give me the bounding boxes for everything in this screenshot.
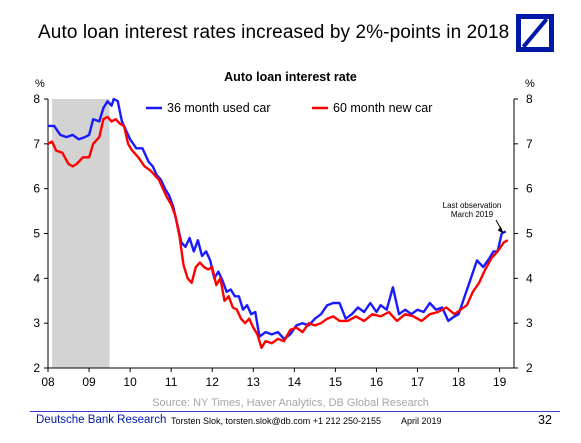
x-tick-label: 17 xyxy=(411,375,425,389)
legend-label: 36 month used car xyxy=(167,101,271,115)
footer-contact: Torsten Slok, torsten.slok@db.com +1 212… xyxy=(171,416,382,426)
y-tick-label-left: 8 xyxy=(33,92,40,106)
y-unit-right: % xyxy=(525,78,535,90)
y-tick-label-left: 2 xyxy=(33,361,40,375)
annotation-line-2: March 2019 xyxy=(451,210,494,219)
y-tick-label-left: 3 xyxy=(33,316,40,330)
x-tick-label: 14 xyxy=(288,375,302,389)
y-tick-label-right: 2 xyxy=(526,361,533,375)
x-tick-label: 12 xyxy=(206,375,220,389)
shaded-period xyxy=(52,99,110,368)
annotation-line-1: Last observation xyxy=(443,201,502,210)
logo-frame xyxy=(521,17,549,49)
x-tick-label: 08 xyxy=(41,375,55,389)
x-tick-label: 16 xyxy=(370,375,384,389)
footer-divider xyxy=(30,411,560,412)
x-tick-label: 11 xyxy=(165,375,178,389)
legend-label: 60 month new car xyxy=(333,101,432,115)
y-tick-label-left: 6 xyxy=(33,182,40,196)
y-tick-label-right: 3 xyxy=(526,316,533,330)
annotation-arrowhead xyxy=(497,226,504,234)
y-tick-label-left: 7 xyxy=(33,137,40,151)
y-tick-label-right: 6 xyxy=(526,182,533,196)
x-tick-label: 19 xyxy=(493,375,507,389)
footer-org: Deutsche Bank Research xyxy=(36,414,167,426)
y-tick-label-left: 4 xyxy=(33,271,40,285)
y-tick-label-right: 5 xyxy=(526,227,533,241)
series-line-new-car xyxy=(47,115,509,349)
y-tick-label-left: 5 xyxy=(33,227,40,241)
series-line-used-car xyxy=(48,97,507,341)
y-unit-left: % xyxy=(35,78,45,90)
chart-title: Auto loan interest rate xyxy=(224,70,357,84)
source-note: Source: NY Times, Haver Analytics, DB Gl… xyxy=(152,397,429,409)
y-tick-label-right: 8 xyxy=(526,92,533,106)
page-number: 32 xyxy=(538,413,552,427)
footer-date: April 2019 xyxy=(401,416,442,426)
x-tick-label: 10 xyxy=(123,375,137,389)
y-tick-label-right: 4 xyxy=(526,271,533,285)
y-tick-label-right: 7 xyxy=(526,137,533,151)
deutsche-bank-logo xyxy=(516,14,554,52)
x-tick-label: 13 xyxy=(247,375,261,389)
slide-title: Auto loan interest rates increased by 2%… xyxy=(38,22,510,43)
x-tick-label: 15 xyxy=(329,375,343,389)
x-tick-label: 09 xyxy=(82,375,96,389)
x-tick-label: 18 xyxy=(452,375,466,389)
